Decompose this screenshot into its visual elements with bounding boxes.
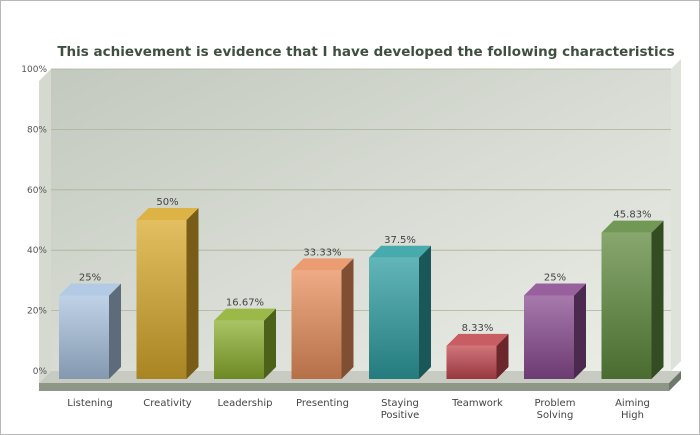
bar-top bbox=[524, 283, 586, 296]
plot-area: 0% 20% 40% 60% 80% 100% 25% Listening 50% Creativ… bbox=[21, 59, 681, 421]
y-tick-label: 100% bbox=[21, 65, 47, 75]
data-label: 25% bbox=[79, 273, 101, 284]
bar-top bbox=[214, 308, 276, 321]
data-label: 45.83% bbox=[613, 210, 651, 221]
bar bbox=[446, 345, 497, 379]
bar-side bbox=[419, 245, 431, 379]
plot-right-wall bbox=[671, 59, 681, 371]
x-tick-label-line: Problem bbox=[535, 398, 576, 409]
data-label: 50% bbox=[156, 197, 178, 208]
y-tick-label: 20% bbox=[27, 307, 47, 317]
floor-side bbox=[669, 371, 681, 391]
x-tick-label-line: Aiming bbox=[615, 398, 650, 409]
data-label: 16.67% bbox=[226, 298, 264, 309]
bar-top bbox=[601, 220, 664, 233]
bar bbox=[214, 320, 264, 379]
x-tick-label: Aiming High bbox=[615, 398, 650, 421]
y-tick-label: 0% bbox=[33, 367, 48, 377]
y-tick-label: 80% bbox=[27, 125, 47, 135]
y-tick-label: 60% bbox=[27, 186, 47, 196]
x-tick-label-line: Leadership bbox=[218, 398, 273, 409]
bar bbox=[601, 232, 652, 379]
y-tick-label: 40% bbox=[27, 246, 47, 256]
data-label: 37.5% bbox=[384, 235, 416, 246]
x-tick-label: Leadership bbox=[218, 398, 273, 409]
x-tick-label-line: Listening bbox=[67, 398, 112, 409]
bar-side bbox=[264, 308, 276, 379]
x-tick-label-line: Solving bbox=[537, 410, 574, 421]
bar-side bbox=[109, 283, 121, 379]
x-tick-label: Creativity bbox=[143, 398, 191, 409]
bar bbox=[59, 295, 109, 379]
bar-top bbox=[446, 333, 509, 346]
bar-top bbox=[136, 208, 199, 220]
bar bbox=[369, 257, 419, 379]
x-tick-label-line: Creativity bbox=[143, 398, 191, 409]
x-tick-label-line: Presenting bbox=[296, 398, 349, 409]
data-label: 33.33% bbox=[303, 247, 341, 258]
bar-side bbox=[341, 258, 354, 379]
x-tick-label: Teamwork bbox=[451, 398, 503, 409]
x-tick-label: Staying Positive bbox=[381, 398, 420, 421]
chart-title: This achievement is evidence that I have… bbox=[57, 44, 674, 60]
x-tick-label: Problem Solving bbox=[535, 398, 576, 421]
floor-front bbox=[39, 383, 669, 391]
bar-top bbox=[369, 245, 431, 258]
plot-left-wall bbox=[39, 69, 51, 383]
x-tick-label-line: Teamwork bbox=[451, 398, 503, 409]
bar-top bbox=[59, 283, 121, 296]
x-tick-label-line: High bbox=[621, 410, 644, 421]
x-tick-label-line: Staying bbox=[381, 398, 419, 409]
x-tick-label: Presenting bbox=[296, 398, 349, 409]
bar-side bbox=[496, 333, 509, 379]
bar-side bbox=[651, 220, 664, 379]
x-tick-label: Listening bbox=[67, 398, 112, 409]
bar bbox=[291, 270, 342, 379]
data-label: 25% bbox=[544, 273, 566, 284]
x-tick-label-line: Positive bbox=[381, 410, 420, 421]
bar-side bbox=[574, 283, 586, 379]
bar-side bbox=[186, 208, 199, 379]
bar bbox=[136, 220, 187, 379]
data-label: 8.33% bbox=[462, 323, 494, 334]
floor-top bbox=[39, 371, 681, 383]
bar bbox=[524, 295, 574, 379]
bar-top bbox=[291, 258, 354, 271]
